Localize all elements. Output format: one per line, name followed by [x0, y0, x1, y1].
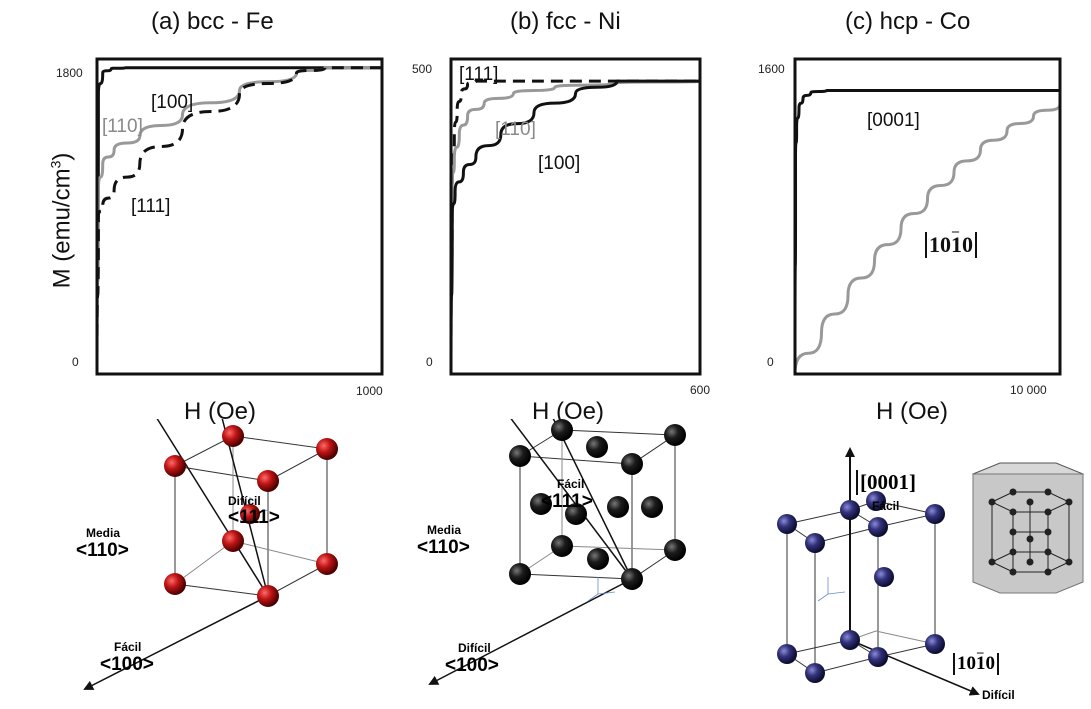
- bcc-facil-label: Fácil: [114, 640, 142, 654]
- panel-3-frame: [793, 57, 1062, 376]
- bcc-arrow-111: [221, 419, 269, 597]
- hcp-facil-label: Fácil: [872, 499, 900, 513]
- fcc-atoms: [509, 419, 686, 590]
- label-b-100: [100]: [538, 153, 581, 174]
- panel-2-series-2-line: [449, 79, 702, 375]
- fcc-media-label: Media: [427, 523, 462, 537]
- fcc-dificil-label: Difícil: [458, 641, 491, 655]
- panel-2-series-1-line: [449, 79, 700, 375]
- hcp-arrow-1010: [849, 639, 980, 696]
- bcc-dificil-label: Difícil: [228, 494, 261, 508]
- panel-a-xlabel: H (Oe): [184, 398, 256, 425]
- fcc-facil-label: Fácil: [557, 477, 585, 491]
- bcc-111-label: <111>: [228, 507, 280, 528]
- fcc-111-label: <111>: [541, 491, 593, 512]
- panel-b-ymin: 0: [426, 355, 433, 369]
- bcc-arrow-100: [83, 595, 269, 690]
- chart-panel-2: [449, 57, 702, 376]
- bcc-atoms: [164, 425, 338, 607]
- label-b-110: [110]: [495, 119, 536, 140]
- fcc-arrow-100: [428, 578, 633, 685]
- label-c-1010: 101 ¯ 0: [925, 231, 977, 258]
- panel-a-ymax: 1800: [56, 66, 83, 80]
- hcp-0001-label: [0001]: [856, 470, 916, 495]
- label-a-111: [111]: [131, 196, 171, 217]
- panel-c-ymin: 0: [767, 355, 774, 369]
- panel-b-xmax: 600: [690, 383, 711, 397]
- label-c-0001: [0001]: [867, 110, 920, 131]
- chart-panel-1: [95, 57, 384, 376]
- label-a-100: [100]: [151, 92, 194, 113]
- panel-b-xlabel: H (Oe): [532, 398, 604, 425]
- panel-c-title: (c) hcp - Co: [845, 8, 971, 35]
- fcc-110-label: <110>: [417, 537, 470, 558]
- fcc-arrow-111: [552, 419, 633, 580]
- panel-c-xlabel: H (Oe): [876, 398, 948, 425]
- hcp-1010-label: 101 ¯ 0: [953, 650, 999, 675]
- hcp-crystal: [777, 447, 980, 696]
- panel-1-series-2-line: [95, 66, 382, 375]
- panel-b-title: (b) fcc - Ni: [510, 8, 621, 35]
- panel-a-xmax: 1000: [356, 384, 383, 398]
- bcc-100-label: <100>: [100, 654, 154, 675]
- panel-3-series-2-line: [793, 104, 1062, 375]
- fcc-arrow-110: [510, 419, 633, 580]
- label-a-110: [110]: [102, 116, 143, 137]
- panel-1-frame: [95, 57, 384, 376]
- bcc-arrow-110: [156, 419, 269, 597]
- hcp-atoms: [777, 491, 945, 683]
- bcc-110-label: <110>: [76, 540, 129, 561]
- panel-1-series-1-line: [95, 66, 384, 375]
- panel-1-series-3-line: [95, 66, 382, 375]
- panel-c-ymax: 1600: [758, 62, 785, 76]
- crystal-diagrams: [83, 419, 1085, 696]
- panel-a-title: (a) bcc - Fe: [151, 8, 274, 35]
- bcc-crystal: [83, 419, 338, 690]
- panel-b-ymax: 500: [412, 62, 433, 76]
- panel-2-series-3-line: [449, 79, 700, 375]
- panel-2-frame: [449, 57, 702, 376]
- chart-panel-3: [793, 57, 1062, 376]
- fcc-crystal: [428, 419, 686, 685]
- label-b-111: [111]: [459, 64, 499, 85]
- bcc-media-label: Media: [86, 526, 121, 540]
- panel-a-ymin: 0: [72, 355, 79, 369]
- hcp-prism-illustration: [971, 462, 1085, 594]
- hcp-dificil-label: Difícil: [982, 688, 1015, 702]
- panel-c-xmax: 10 000: [1010, 383, 1047, 397]
- fcc-100-label: <100>: [445, 655, 499, 676]
- charts-layer: [95, 57, 1062, 376]
